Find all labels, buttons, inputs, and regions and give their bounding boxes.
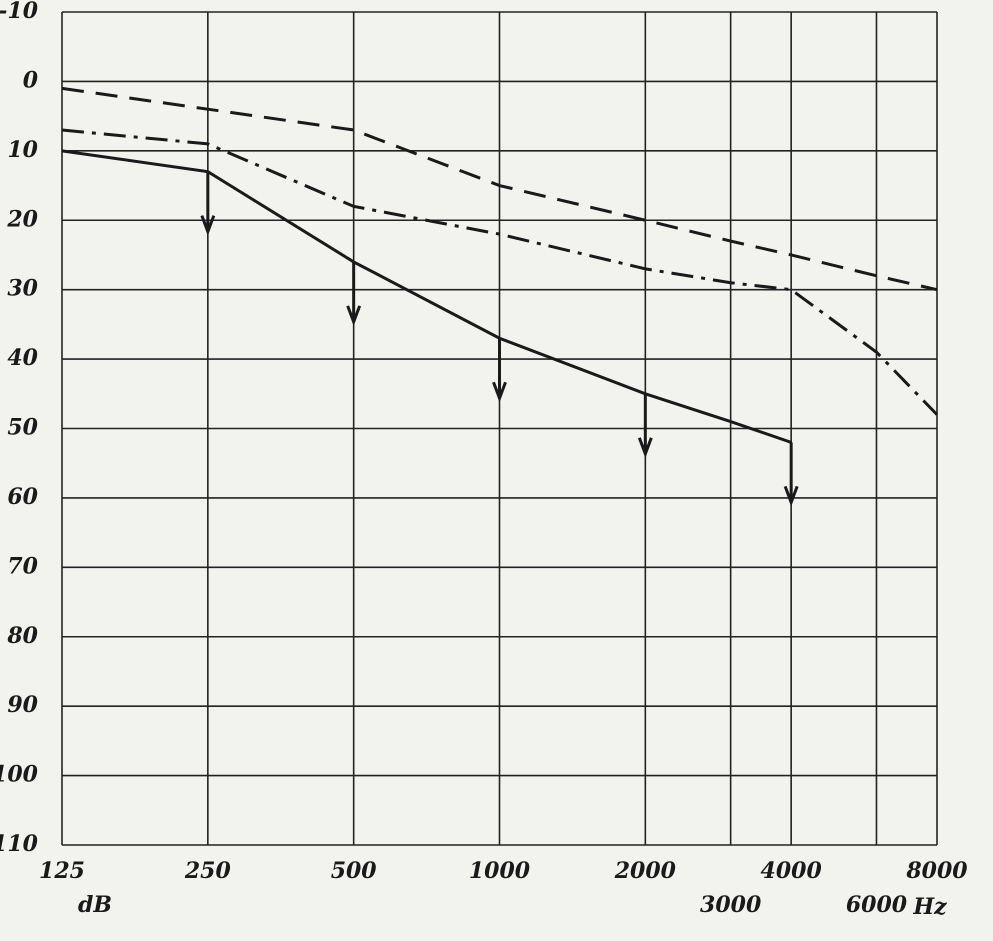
x-axis-label: dB <box>78 892 112 918</box>
no-response-arrow <box>492 338 507 403</box>
y-tick-label: 60 <box>7 484 38 510</box>
y-tick-label: 110 <box>0 831 39 857</box>
x-tick-label: 3000 <box>700 892 762 918</box>
x-tick-label: 6000 <box>846 892 908 918</box>
x-tick-label: 125 <box>39 858 85 884</box>
y-tick-label: 100 <box>0 762 39 788</box>
y-tick-label: 80 <box>6 623 38 649</box>
y-tick-label: 20 <box>6 206 38 232</box>
x-tick-label: 4000 <box>761 858 823 884</box>
y-tick-label: 30 <box>7 276 38 302</box>
series-line <box>61 149 792 444</box>
x-tick-label: 250 <box>184 858 232 884</box>
y-tick-label: -10 <box>0 0 39 24</box>
series-line <box>61 128 939 416</box>
x-tick-label: 1000 <box>469 858 531 884</box>
x-tick-label: 2000 <box>614 858 677 884</box>
y-tick-label: 90 <box>7 692 38 718</box>
y-tick-label: 10 <box>7 137 38 163</box>
x-tick-label: 8000 <box>905 858 968 884</box>
no-response-arrow <box>200 171 216 236</box>
y-tick-label: 0 <box>23 67 39 93</box>
x-unit-label: Hz <box>912 894 947 920</box>
no-response-arrow <box>783 442 799 507</box>
x-tick-label: 500 <box>331 858 378 884</box>
y-tick-label: 40 <box>7 345 38 371</box>
y-tick-label: 70 <box>7 553 38 579</box>
y-tick-label: 50 <box>7 415 38 441</box>
no-response-arrow <box>346 261 362 327</box>
no-response-arrow <box>637 393 653 459</box>
